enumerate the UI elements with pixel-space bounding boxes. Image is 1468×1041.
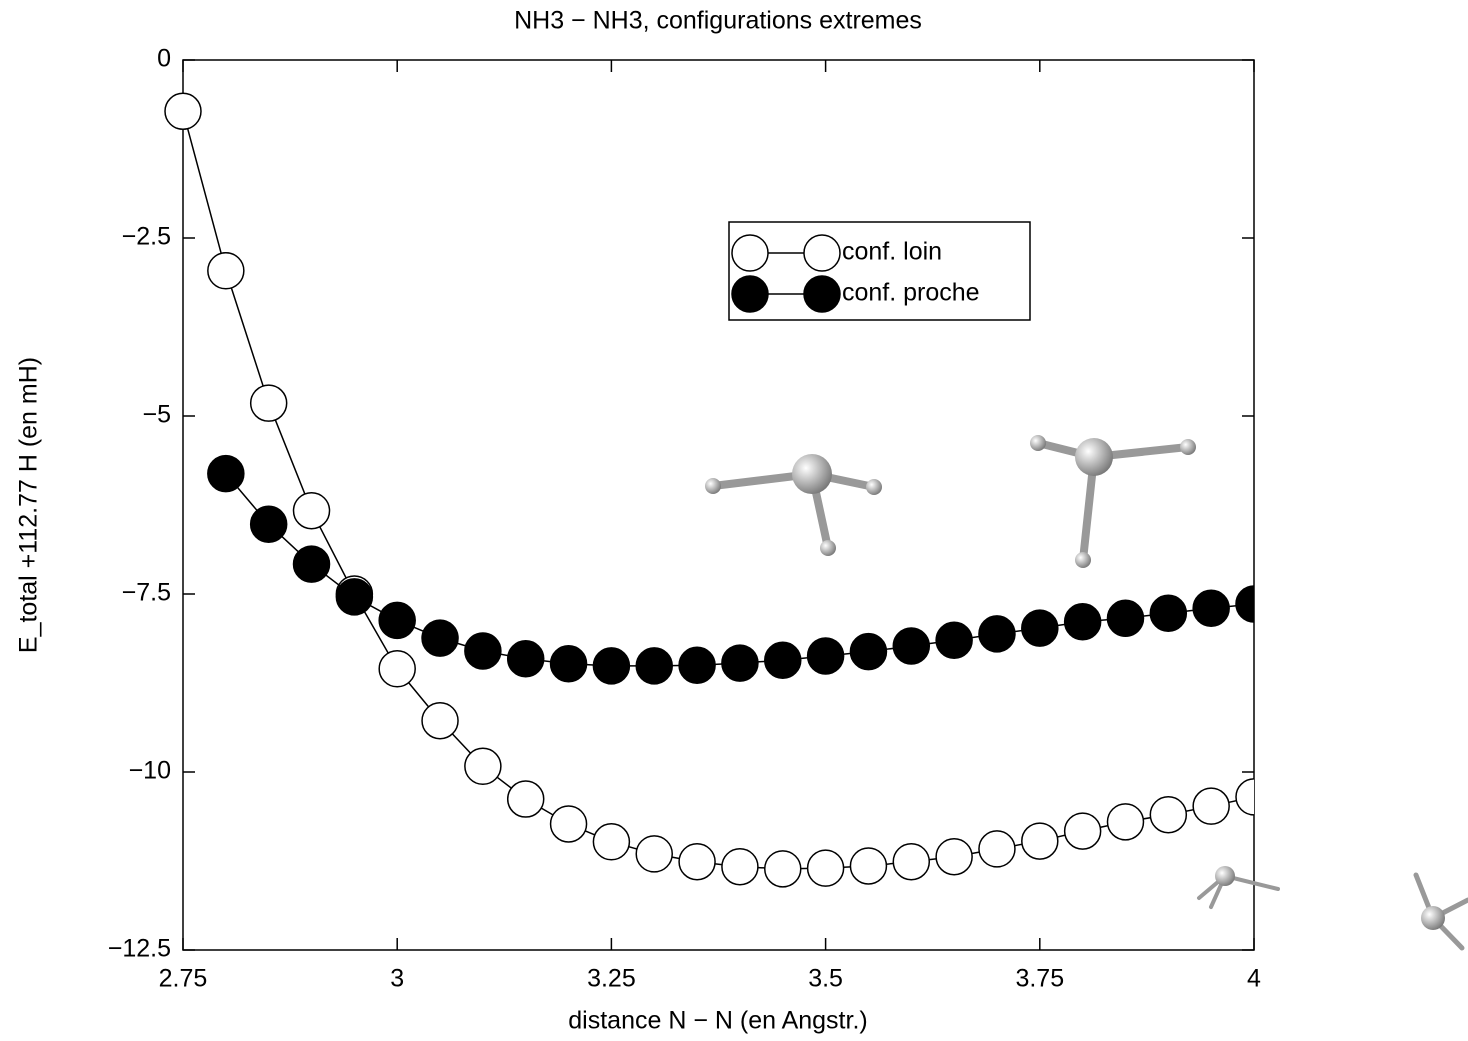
data-point: [636, 836, 672, 872]
data-point: [722, 645, 758, 681]
data-point: [936, 622, 972, 658]
data-point: [422, 620, 458, 656]
data-point: [336, 579, 372, 615]
molecule: [705, 454, 882, 556]
series-line: [226, 474, 1254, 666]
data-point: [936, 839, 972, 875]
data-point: [850, 634, 886, 670]
data-point: [508, 781, 544, 817]
data-point: [294, 546, 330, 582]
data-point: [1107, 600, 1143, 636]
data-point: [979, 616, 1015, 652]
data-point: [1065, 813, 1101, 849]
data-point: [1236, 779, 1272, 815]
data-point: [251, 506, 287, 542]
x-tick-label: 3.5: [808, 965, 843, 993]
legend-marker: [804, 276, 840, 312]
y-tick-label: −2.5: [122, 223, 171, 251]
data-point: [551, 646, 587, 682]
y-tick-label: 0: [157, 45, 171, 73]
data-point: [465, 748, 501, 784]
legend-marker: [732, 276, 768, 312]
data-point: [1236, 586, 1272, 622]
data-point: [208, 253, 244, 289]
data-point: [636, 648, 672, 684]
data-point: [765, 851, 801, 887]
x-tick-label: 3.25: [587, 965, 636, 993]
data-point: [379, 602, 415, 638]
chart-title: NH3 − NH3, configurations extremes: [514, 7, 922, 35]
data-point: [1022, 610, 1058, 646]
x-tick-label: 2.75: [159, 965, 208, 993]
data-point: [422, 703, 458, 739]
y-tick-label: −12.5: [108, 935, 171, 963]
x-axis-label: distance N − N (en Angstr.): [568, 1007, 867, 1035]
legend-marker: [804, 235, 840, 271]
data-point: [508, 641, 544, 677]
data-point: [979, 831, 1015, 867]
data-point: [1193, 788, 1229, 824]
data-point: [251, 385, 287, 421]
y-axis-label: E_total +112.77 H (en mH): [15, 357, 43, 653]
molecule: [1030, 435, 1196, 568]
data-point: [165, 93, 201, 129]
molecule: [1416, 875, 1468, 948]
data-point: [1193, 590, 1229, 626]
data-point: [208, 456, 244, 492]
data-point: [679, 844, 715, 880]
data-point: [1150, 595, 1186, 631]
data-point: [465, 633, 501, 669]
data-point: [808, 638, 844, 674]
data-point: [1150, 797, 1186, 833]
x-tick-label: 3: [390, 965, 404, 993]
data-point: [765, 642, 801, 678]
molecule: [1199, 866, 1278, 907]
data-point: [808, 850, 844, 886]
data-point: [679, 647, 715, 683]
data-point: [551, 806, 587, 842]
y-tick-label: −5: [142, 401, 171, 429]
data-point: [593, 824, 629, 860]
data-point: [1065, 604, 1101, 640]
data-point: [294, 493, 330, 529]
x-tick-label: 4: [1247, 965, 1261, 993]
data-point: [379, 651, 415, 687]
data-point: [893, 628, 929, 664]
legend-marker: [732, 235, 768, 271]
data-point: [1107, 804, 1143, 840]
legend-label: conf. loin: [842, 238, 942, 266]
data-point: [893, 844, 929, 880]
y-tick-label: −7.5: [122, 579, 171, 607]
data-point: [722, 849, 758, 885]
data-point: [1022, 823, 1058, 859]
data-point: [850, 848, 886, 884]
legend-label: conf. proche: [842, 279, 980, 307]
data-point: [593, 648, 629, 684]
x-tick-label: 3.75: [1015, 965, 1064, 993]
chart: NH3 − NH3, configurations extremes dista…: [0, 0, 1468, 1041]
y-tick-label: −10: [129, 757, 171, 785]
